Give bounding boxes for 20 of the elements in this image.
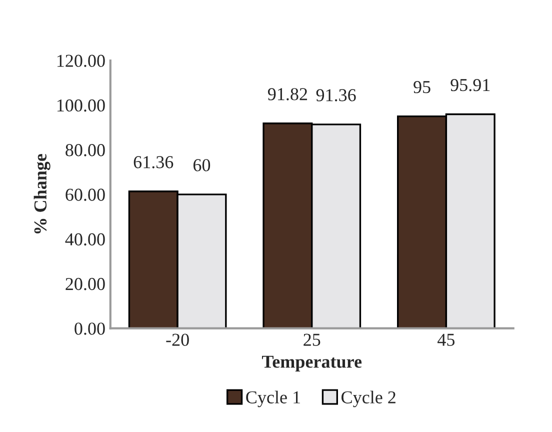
data-label: 61.36 [134,156,174,168]
x-tick-label: 45 [438,334,455,346]
data-label: 91.82 [268,88,308,100]
x-tick-label: -20 [166,334,189,346]
data-label: 60 [193,159,210,172]
legend-label: Cycle 2 [342,390,396,408]
data-label: 95.91 [450,79,490,92]
y-axis-title: % Change [34,154,50,234]
y-tick-label: 20.00 [66,278,105,290]
y-tick-label: 80.00 [66,144,105,156]
x-axis-title: Temperature [262,356,362,372]
data-label: 91.36 [316,89,356,102]
y-tick-label: 100.00 [57,99,105,112]
legend-label: Cycle 1 [246,390,300,408]
x-tick-label: 25 [304,334,320,346]
y-tick-label: 0.00 [74,322,105,335]
y-tick-label: 40.00 [65,233,105,246]
y-tick-label: 120.00 [57,54,105,67]
y-tick-label: 60.00 [66,188,105,201]
data-label: 95 [414,81,430,94]
